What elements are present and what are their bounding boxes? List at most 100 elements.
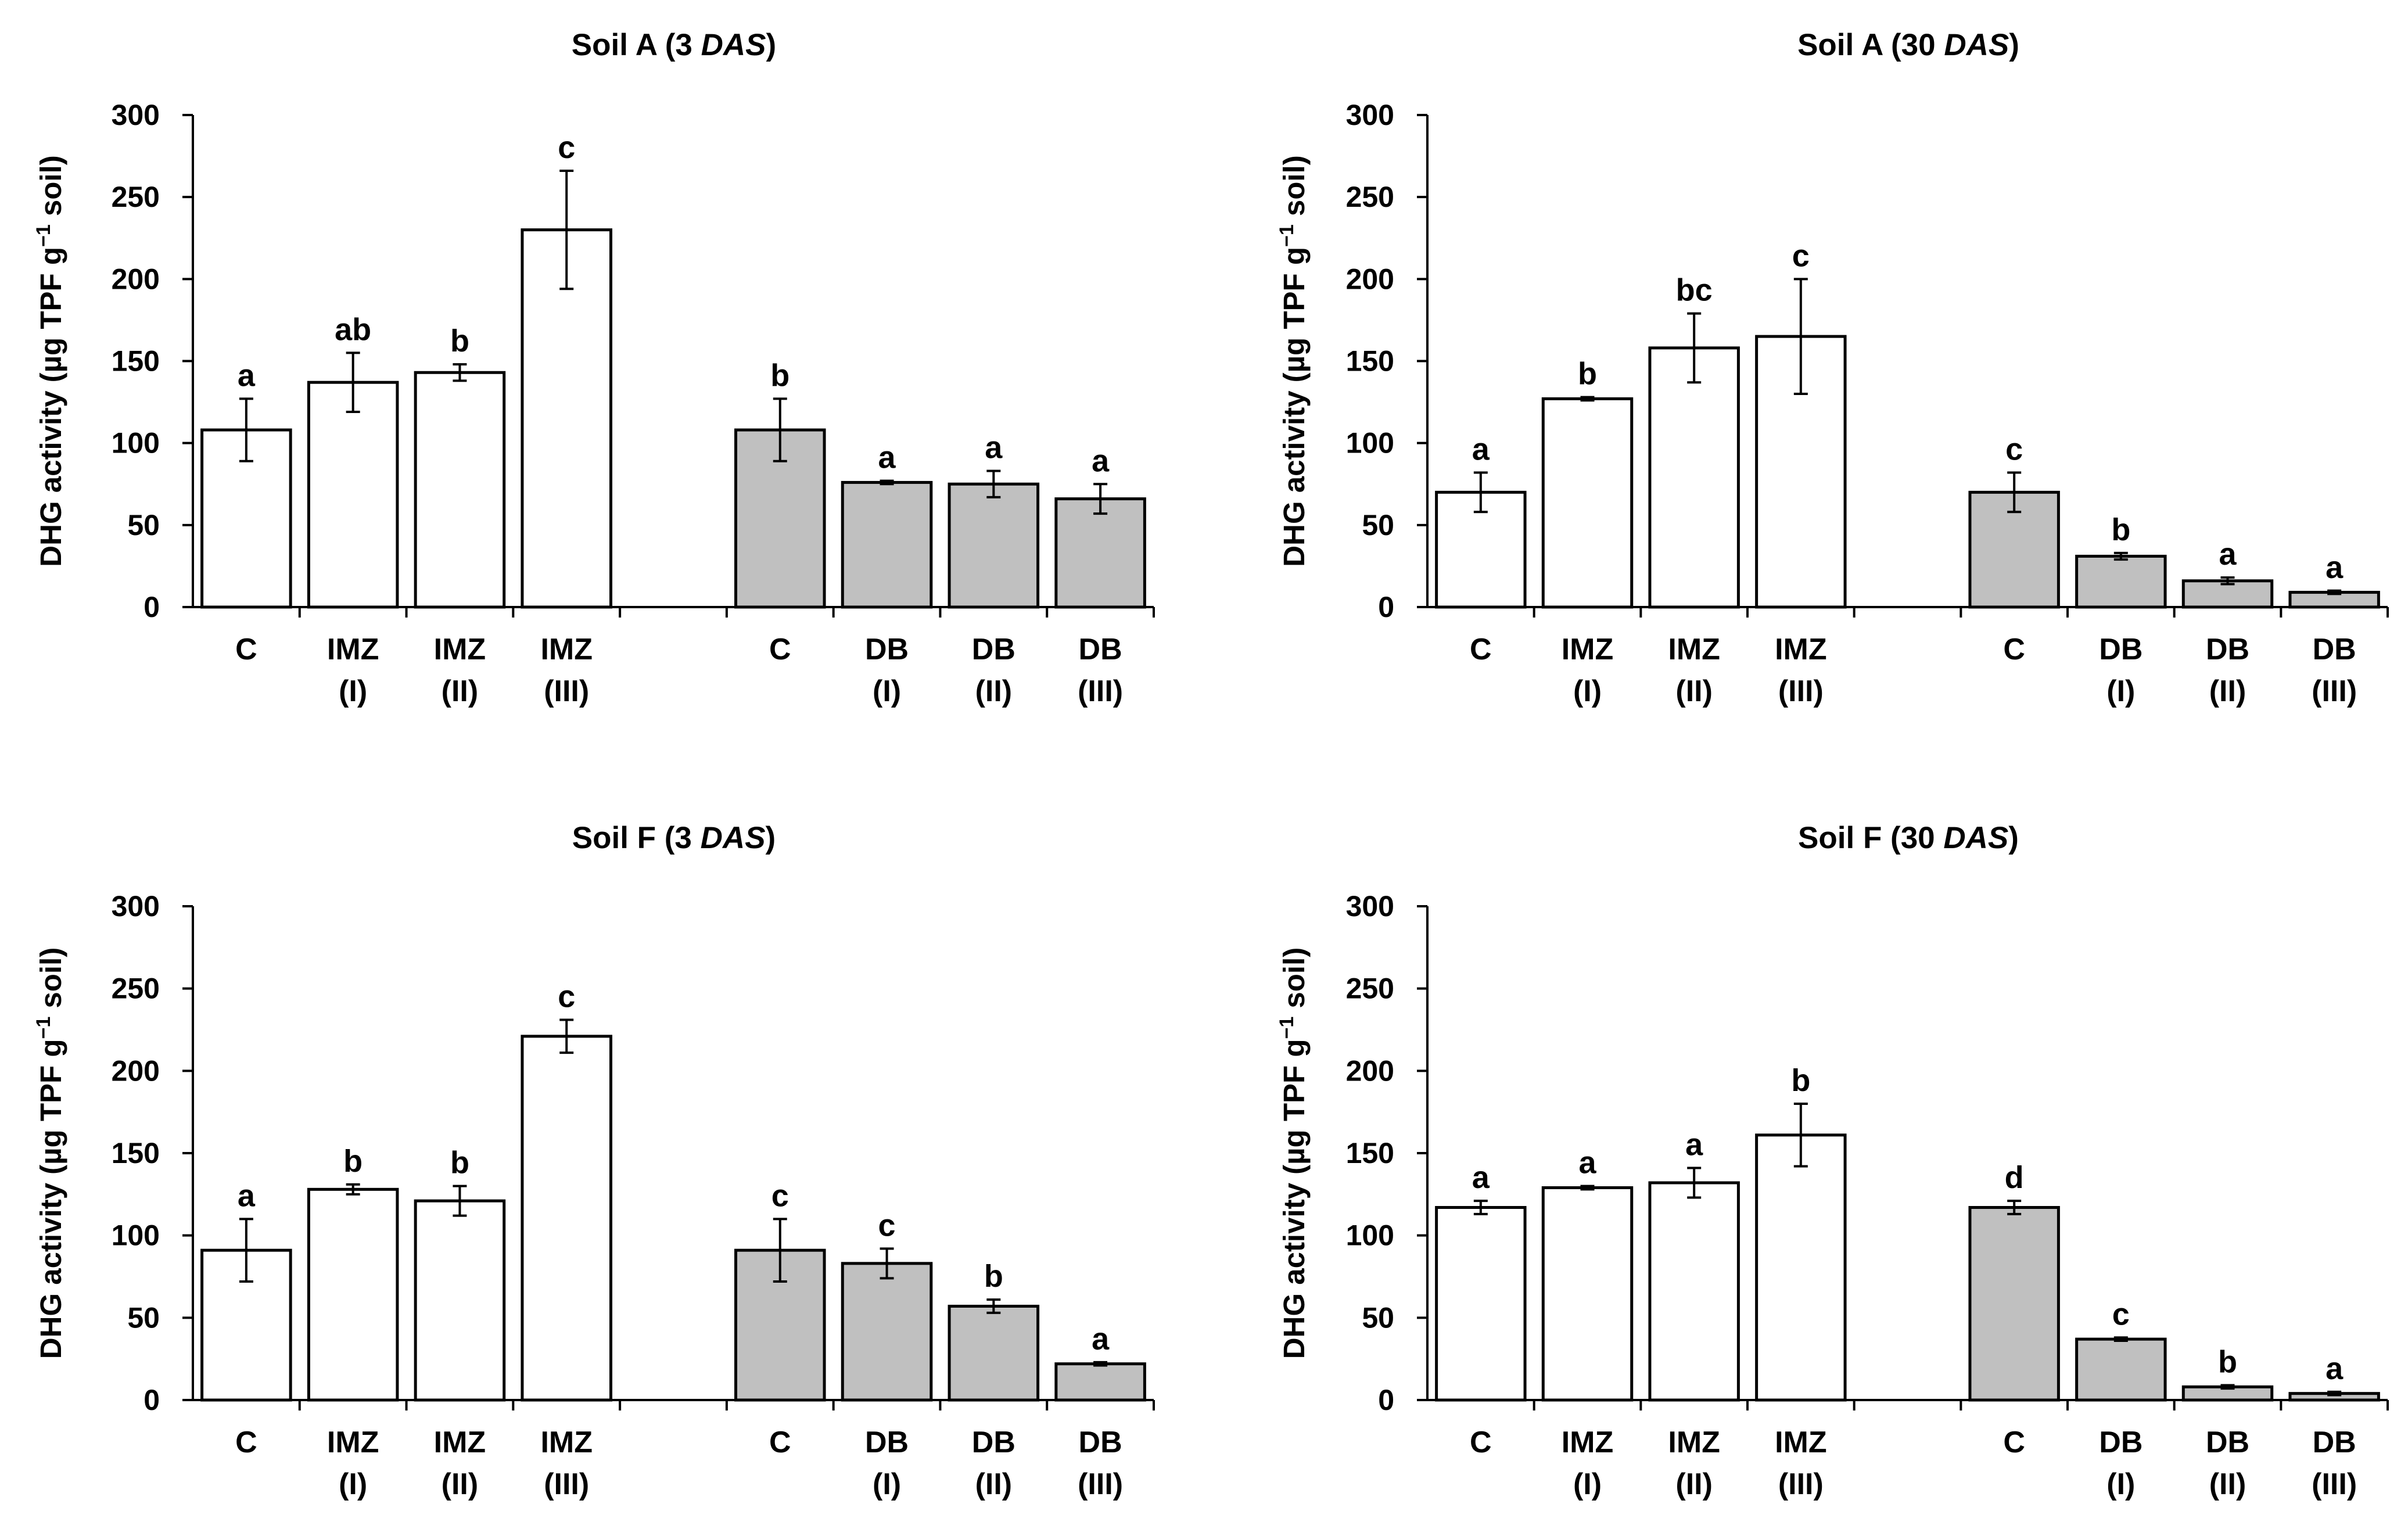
y-tick-label: 150	[112, 345, 160, 378]
x-category-sublabel: (III)	[544, 1467, 589, 1501]
bar	[841, 1262, 933, 1402]
bar	[2181, 579, 2274, 609]
significance-letter: b	[2111, 512, 2130, 547]
x-category-label: IMZ	[540, 633, 593, 666]
significance-letter: a	[985, 430, 1003, 465]
chart-title-text: Soil F (30	[1798, 821, 1943, 855]
y-axis-label: DHG activity (µg TPF g−1 soil)	[1276, 155, 1311, 567]
significance-letter: d	[2005, 1160, 2024, 1195]
y-tick-label: 300	[112, 99, 160, 131]
x-category-sublabel: (II)	[1675, 674, 1713, 708]
x-category-label: IMZ	[1668, 1426, 1720, 1459]
significance-letter: ab	[335, 312, 371, 347]
bar	[1755, 1133, 1847, 1402]
x-category-label: C	[2003, 633, 2025, 666]
x-category-sublabel: (III)	[1078, 674, 1123, 708]
chart-title-end: )	[766, 821, 776, 855]
significance-letter: c	[558, 130, 575, 165]
bar	[1541, 1186, 1634, 1402]
chart-title: Soil A (3 DAS)	[572, 28, 776, 62]
x-category-sublabel: (III)	[544, 674, 589, 708]
x-category-label: IMZ	[327, 633, 379, 666]
significance-letter: c	[771, 1178, 789, 1213]
chart-title: Soil F (30 DAS)	[1798, 821, 2019, 855]
x-category-label: DB	[1079, 633, 1122, 666]
chart-title: Soil F (3 DAS)	[572, 821, 776, 855]
x-category-sublabel: (II)	[975, 1467, 1013, 1501]
x-category-label: DB	[2099, 633, 2143, 666]
x-category-sublabel: (II)	[442, 674, 479, 708]
x-category-label: C	[2003, 1426, 2025, 1459]
y-axis-label: DHG activity (µg TPF g−1 soil)	[33, 155, 67, 567]
significance-letter: a	[1472, 1160, 1490, 1195]
x-category-sublabel: (I)	[1573, 1467, 1602, 1501]
x-category-label: DB	[1079, 1426, 1122, 1459]
y-axis-label: DHG activity (µg TPF g−1 soil)	[1276, 947, 1311, 1359]
significance-letter: a	[1092, 1322, 1110, 1356]
y-axis-label-text: DHG activity (µg TPF g	[1277, 247, 1311, 567]
significance-letter: c	[878, 1208, 896, 1243]
x-category-label: IMZ	[1775, 1426, 1827, 1459]
x-category-sublabel: (III)	[2312, 1467, 2357, 1501]
y-tick-label: 0	[1378, 591, 1394, 623]
significance-letter: a	[238, 1178, 256, 1213]
chart-title: Soil A (30 DAS)	[1797, 28, 2019, 62]
x-category-label: C	[769, 1426, 791, 1459]
y-tick-label: 150	[1346, 1137, 1394, 1169]
significance-letter: a	[1578, 1146, 1596, 1180]
significance-letter: b	[343, 1144, 363, 1179]
x-category-sublabel: (II)	[2209, 1467, 2246, 1501]
chart-title-text: Soil F (3	[572, 821, 701, 855]
y-axis-label-end: soil)	[1277, 155, 1311, 224]
bar	[1648, 1181, 1740, 1402]
significance-letter: a	[2326, 550, 2344, 585]
significance-letter: b	[984, 1259, 1003, 1294]
chart-panel-1: Soil A (3 DAS) DHG activity (µg TPF g−1 s…	[33, 28, 1155, 708]
bar	[948, 1305, 1040, 1402]
y-tick-label: 150	[112, 1137, 160, 1169]
x-category-label: DB	[865, 633, 909, 666]
y-tick-label: 150	[1346, 345, 1394, 378]
y-tick-label: 100	[1346, 1219, 1394, 1252]
y-axis-label-text: DHG activity (µg TPF g	[34, 247, 67, 567]
y-tick-label: 200	[112, 1054, 160, 1087]
y-tick-label: 50	[127, 1301, 160, 1334]
bar	[521, 228, 612, 609]
y-axis-label: DHG activity (µg TPF g−1 soil)	[33, 947, 67, 1359]
x-category-label: DB	[972, 633, 1015, 666]
significance-letter: a	[238, 358, 256, 393]
chart-panel-2: Soil A (30 DAS) DHG activity (µg TPF g−1 …	[1276, 28, 2389, 708]
y-axis-label-sup: −1	[1276, 224, 1298, 247]
bar	[1648, 346, 1740, 609]
y-tick-label: 0	[143, 591, 160, 623]
x-category-sublabel: (III)	[1778, 1467, 1824, 1501]
significance-letter: c	[558, 979, 575, 1014]
significance-letter: a	[2326, 1351, 2344, 1386]
y-tick-label: 50	[127, 509, 160, 541]
y-tick-label: 300	[1346, 99, 1394, 131]
bar	[414, 1199, 506, 1402]
significance-letter: b	[1578, 357, 1597, 392]
bar	[1968, 1206, 2060, 1402]
bar	[841, 480, 933, 609]
significance-letter: b	[2218, 1345, 2237, 1380]
x-category-label: IMZ	[540, 1426, 593, 1459]
significance-letter: a	[1472, 432, 1490, 466]
x-category-label: C	[1470, 1426, 1492, 1459]
x-category-sublabel: (I)	[2106, 674, 2135, 708]
y-tick-label: 250	[112, 972, 160, 1005]
chart-panel-3: Soil F (3 DAS) DHG activity (µg TPF g−1 s…	[33, 821, 1155, 1501]
y-tick-label: 200	[1346, 1054, 1394, 1087]
significance-letter: b	[450, 1146, 469, 1180]
chart-title-text: Soil A (30	[1797, 28, 1944, 62]
x-category-sublabel: (III)	[1778, 674, 1824, 708]
x-category-sublabel: (II)	[1675, 1467, 1713, 1501]
y-tick-label: 250	[1346, 972, 1394, 1005]
x-category-label: IMZ	[434, 1426, 486, 1459]
y-axis-label-end: soil)	[34, 155, 67, 224]
x-category-label: DB	[2313, 633, 2356, 666]
x-category-sublabel: (II)	[442, 1467, 479, 1501]
x-category-sublabel: (III)	[1078, 1467, 1123, 1501]
bar	[521, 1035, 612, 1402]
